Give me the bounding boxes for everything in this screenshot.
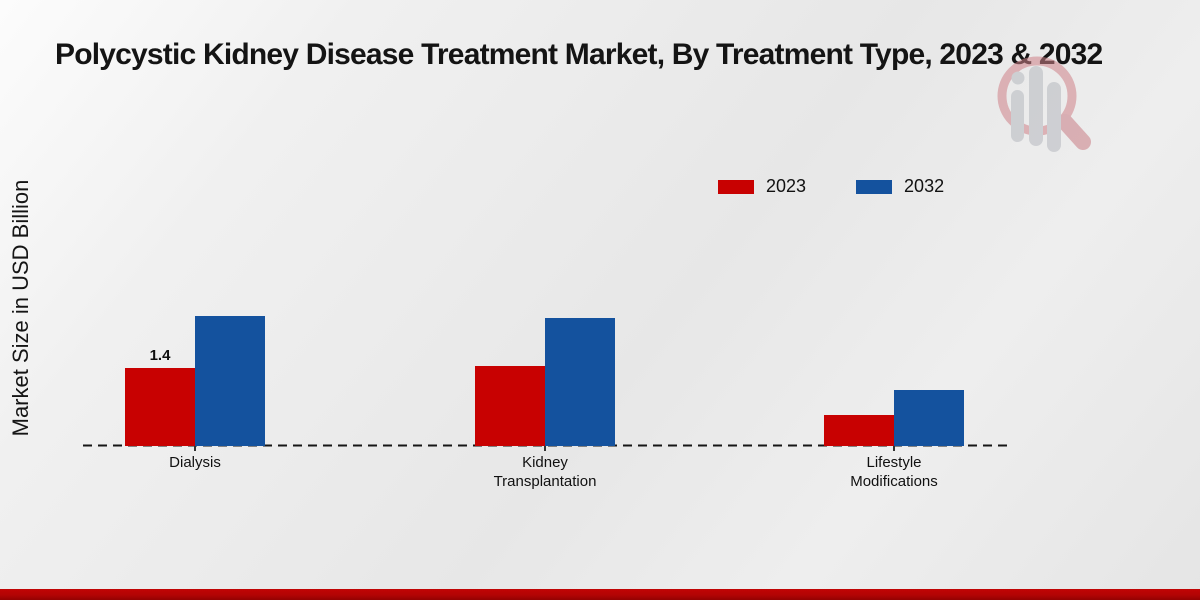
logo-bar-medium [1047,82,1061,152]
legend-label-2023: 2023 [766,176,807,196]
magnifier-handle [1057,114,1091,150]
x-axis-tick [194,446,196,451]
bar-2023-dialysis [125,368,195,446]
category-label-lifestyle-modifications: Lifestyle Modifications [850,454,938,490]
bar-2023-kidney-transplantation [475,366,545,446]
bar-2032-lifestyle-modifications [894,390,964,446]
bar-2023-lifestyle-modifications [824,415,894,446]
magnifier-bar-chart-logo-icon [997,56,1091,152]
category-label-dialysis: Dialysis [169,454,221,471]
legend-item-2023: 2023 [718,176,806,197]
footer-band [0,589,1200,600]
bar-2032-dialysis [195,316,265,446]
chart-title: Polycystic Kidney Disease Treatment Mark… [55,38,1103,71]
bar-value-label: 1.4 [149,347,171,364]
logo-bar-short [1011,90,1024,142]
logo-bar-tall [1029,66,1043,146]
legend-swatch-2023 [718,179,754,194]
legend-swatch-2032 [856,179,893,194]
bar-2032-kidney-transplantation [545,318,615,446]
legend: 2023 2032 [718,176,944,197]
legend-label-2032: 2032 [904,176,945,196]
category-label-kidney-transplantation: Kidney Transplantation [493,454,597,490]
x-axis-tick [893,446,895,451]
x-axis-tick [544,446,546,451]
logo-dot [1011,71,1025,85]
legend-item-2032: 2032 [856,176,944,197]
